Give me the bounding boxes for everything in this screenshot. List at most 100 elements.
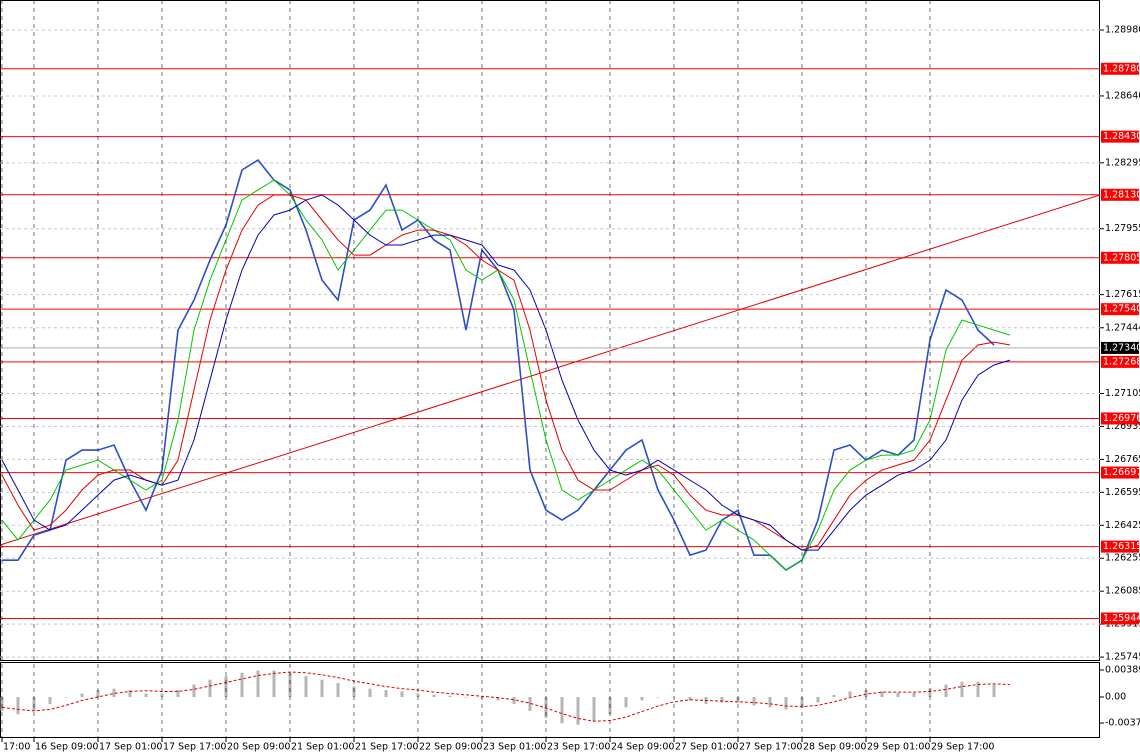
histogram-bar [176, 690, 180, 697]
main-plot [0, 29, 1100, 658]
y-tick-label: 1.26255 [1105, 553, 1140, 564]
level-label-box [1101, 540, 1139, 553]
histogram-bar [640, 696, 644, 701]
histogram-bar [912, 692, 916, 697]
histogram-bar [512, 696, 516, 704]
y-tick-label: 0.003897 [1105, 664, 1140, 675]
y-tick-label: 1.28295 [1105, 157, 1140, 168]
histogram-bar [0, 696, 4, 711]
y-tick-label: 1.28980 [1105, 25, 1140, 36]
histogram-bar [80, 693, 84, 697]
histogram-bar [320, 679, 324, 697]
level-label-box [1101, 130, 1139, 143]
level-label: 1.28780 [1103, 63, 1140, 74]
histogram-bar [208, 679, 212, 697]
trend-line [0, 194, 1100, 546]
histogram-bar [752, 696, 756, 706]
histogram-bar [720, 696, 724, 703]
level-label-box [1101, 303, 1139, 316]
y-tick-label: 1.28640 [1105, 90, 1140, 101]
histogram-bar [368, 688, 372, 697]
histogram-bar [448, 695, 452, 697]
histogram-bar [496, 696, 500, 701]
histogram-bar [832, 694, 836, 697]
moving-average [1, 179, 1011, 571]
histogram-bar [32, 696, 36, 711]
histogram-bar [128, 690, 132, 697]
level-label: 1.27540 [1103, 304, 1140, 315]
histogram-bar [112, 688, 116, 697]
histogram-bar [432, 694, 436, 697]
current-price-label: 1.27340 [1103, 342, 1140, 353]
level-label: 1.27805 [1103, 252, 1140, 263]
histogram-bar [784, 696, 788, 710]
histogram-bar [656, 696, 660, 698]
histogram-bar [528, 696, 532, 711]
x-tick-label: 17 Sep 01:00 [99, 742, 162, 753]
histogram-bar [48, 696, 52, 704]
x-tick-label: 24 Sep 09:00 [611, 742, 674, 753]
y-tick-label: 1.26765 [1105, 454, 1140, 465]
x-tick-label: 16 Sep 09:00 [35, 742, 98, 753]
x-tick-label: 21 Sep 01:00 [291, 742, 354, 753]
x-tick-label: 21 Sep 17:00 [355, 742, 418, 753]
y-tick-label: 1.26595 [1105, 487, 1140, 498]
histogram-bar [800, 696, 804, 708]
moving-average [1, 194, 1011, 551]
x-tick-label: 22 Sep 09:00 [419, 742, 482, 753]
level-label: 1.25944 [1103, 613, 1140, 624]
main-panel-frame [0, 0, 1100, 661]
signal-line [1, 671, 1011, 722]
x-tick-label: 17 Sep 17:00 [163, 742, 226, 753]
histogram-bar [592, 696, 596, 722]
y-tick-label: 1.25745 [1105, 652, 1140, 663]
x-tick-label: 27 Sep 17:00 [739, 742, 802, 753]
histogram-bar [144, 693, 148, 697]
level-label: 1.26697 [1103, 467, 1140, 478]
moving-average [1, 194, 1011, 551]
histogram-bar [192, 684, 196, 697]
level-label: 1.28130 [1103, 189, 1140, 200]
histogram-bar [848, 691, 852, 697]
y-tick-label: -0.00376 [1105, 718, 1140, 729]
histogram-bar [16, 696, 20, 715]
level-label: 1.26976 [1103, 413, 1140, 424]
y-tick-label: 1.26085 [1105, 586, 1140, 597]
histogram-bar [896, 692, 900, 697]
histogram-bar [240, 672, 244, 697]
current-price-box [1101, 341, 1139, 354]
histogram-bar [464, 696, 468, 698]
level-label-box [1101, 412, 1139, 425]
histogram-bar [944, 684, 948, 697]
histogram-bar [864, 690, 868, 697]
x-tick-label: 27 Sep 01:00 [675, 742, 738, 753]
histogram-bar [416, 693, 420, 697]
histogram-bar [880, 691, 884, 697]
x-tick-label: 29 Sep 17:00 [931, 742, 994, 753]
y-tick-label: 1.26425 [1105, 520, 1140, 531]
histogram-bar [992, 684, 996, 697]
histogram-bar [256, 670, 260, 697]
histogram-bar [928, 688, 932, 697]
histogram-bar [624, 696, 628, 708]
histogram-bar [560, 696, 564, 724]
histogram-bar [976, 681, 980, 697]
x-tick-label: 29 Sep 01:00 [867, 742, 930, 753]
x-tick-label: 17:00 [3, 742, 30, 753]
y-tick-label: 1.27444 [1105, 322, 1140, 333]
histogram-bar [576, 696, 580, 725]
histogram-bar [224, 676, 228, 697]
level-label-box [1101, 62, 1139, 75]
level-label: 1.27268 [1103, 356, 1140, 367]
level-label-box [1101, 355, 1139, 368]
histogram-bar [768, 696, 772, 708]
y-tick-label: 0.00 [1105, 691, 1126, 702]
x-tick-label: 23 Sep 01:00 [483, 742, 546, 753]
histogram-bar [304, 676, 308, 697]
level-label-box [1101, 188, 1139, 201]
y-tick-label: 1.27955 [1105, 223, 1140, 234]
